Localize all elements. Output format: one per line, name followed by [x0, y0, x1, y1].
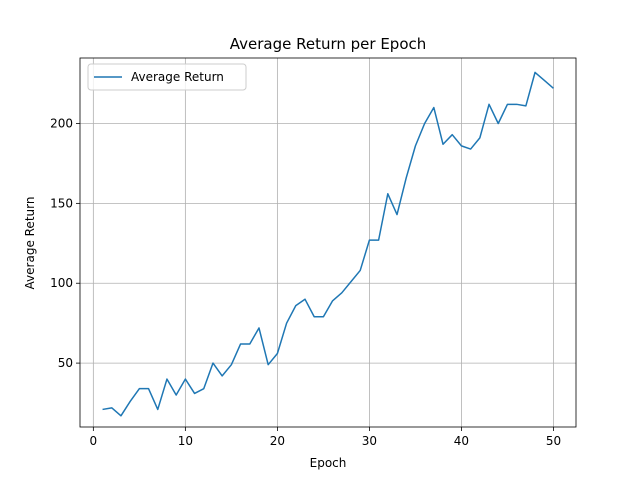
- axis-ticks: 0 10 20 30 40 50 50 100 150 200: [50, 116, 561, 448]
- x-tick-label: 10: [178, 434, 193, 448]
- x-tick-label: 40: [454, 434, 469, 448]
- grid-lines: [80, 58, 576, 427]
- chart-title: Average Return per Epoch: [230, 35, 427, 53]
- x-tick-label: 0: [90, 434, 98, 448]
- legend: Average Return: [87, 63, 247, 91]
- legend-label: Average Return: [131, 70, 224, 84]
- y-axis-label: Average Return: [23, 197, 37, 290]
- legend-box: [87, 63, 247, 91]
- x-tick-label: 50: [546, 434, 561, 448]
- y-tick-label: 200: [50, 116, 73, 130]
- x-tick-label: 20: [270, 434, 285, 448]
- y-tick-label: 50: [58, 356, 73, 370]
- plot-frame: [79, 57, 577, 428]
- series-layer: [102, 71, 554, 417]
- plot-border: [79, 57, 577, 428]
- x-axis-label: Epoch: [310, 456, 347, 470]
- x-tick-label: 30: [362, 434, 377, 448]
- y-tick-label: 100: [50, 276, 73, 290]
- y-tick-label: 150: [50, 196, 73, 210]
- series-line: [102, 71, 554, 417]
